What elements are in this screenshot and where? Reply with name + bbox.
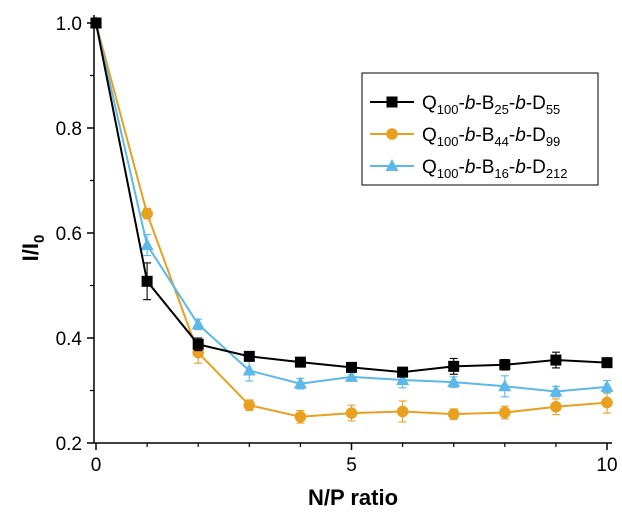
data-point — [90, 17, 102, 29]
data-point — [447, 375, 461, 388]
y-axis-title: I/I0 — [18, 235, 48, 262]
y-tick-label: 0.2 — [56, 434, 82, 455]
data-point — [448, 360, 460, 372]
data-point — [293, 376, 307, 389]
data-point — [141, 207, 153, 220]
legend-entry: Q100-b-B16-b-D212 — [370, 157, 568, 181]
data-point — [140, 238, 154, 251]
x-tick-label: 10 — [596, 455, 617, 476]
series-square — [90, 17, 613, 378]
data-point — [294, 356, 306, 368]
series-triangle — [89, 16, 614, 398]
data-point — [192, 346, 204, 359]
legend-marker — [386, 128, 398, 140]
legend-marker — [385, 159, 399, 171]
x-tick-label: 5 — [346, 455, 357, 476]
series-circle — [90, 17, 613, 424]
data-point — [396, 373, 410, 385]
data-point — [600, 379, 614, 392]
data-point — [191, 317, 205, 330]
x-axis-title: N/P ratio — [308, 485, 398, 510]
data-point — [601, 357, 613, 369]
data-point — [499, 406, 511, 419]
data-point — [549, 384, 563, 397]
y-tick-label: 0.6 — [56, 224, 82, 245]
data-point — [397, 366, 409, 378]
y-tick-label: 0.8 — [56, 119, 82, 140]
data-point — [242, 363, 256, 376]
data-point — [294, 410, 307, 423]
data-point — [396, 405, 409, 418]
data-point — [447, 408, 460, 420]
data-point — [345, 407, 358, 419]
legend-label: Q100-b-B44-b-D99 — [422, 125, 560, 149]
data-point — [243, 399, 256, 412]
x-tick-label: 0 — [91, 455, 102, 476]
legend-entry: Q100-b-B25-b-D55 — [370, 93, 560, 117]
data-point — [601, 396, 613, 409]
axes: 0 5 10 0.2 0.4 0.6 0.8 1.0 N/P ratio I/I0 — [18, 14, 618, 510]
data-point — [346, 361, 357, 373]
legend-label: Q100-b-B25-b-D55 — [422, 93, 560, 117]
data-point — [345, 369, 358, 382]
data-point — [499, 359, 511, 371]
plot-area — [89, 16, 614, 424]
y-tick-label: 0.4 — [56, 329, 83, 350]
data-point — [498, 379, 512, 392]
data-point — [243, 350, 255, 362]
data-point — [550, 400, 562, 413]
legend: Q100-b-B25-b-D55 Q100-b-B44-b-D99 Q100-b-B… — [361, 72, 599, 186]
legend-entry: Q100-b-B44-b-D99 — [370, 125, 560, 149]
data-point — [550, 354, 562, 366]
data-point — [192, 338, 204, 350]
legend-label: Q100-b-B16-b-D212 — [422, 157, 568, 181]
data-point — [141, 275, 153, 287]
y-tick-label: 1.0 — [56, 14, 82, 35]
legend-marker — [386, 96, 398, 108]
